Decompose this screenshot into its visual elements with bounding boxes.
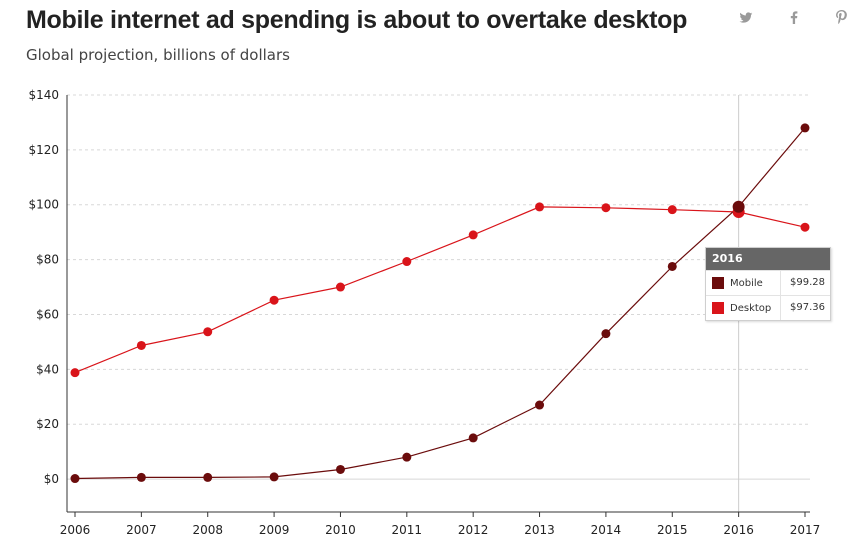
x-tick-label: 2017 xyxy=(790,523,821,537)
desktop-point[interactable] xyxy=(335,282,345,292)
mobile-point[interactable] xyxy=(667,261,677,271)
y-tick-label: $140 xyxy=(28,88,59,102)
mobile-point[interactable] xyxy=(136,472,146,482)
tooltip-series-name: Desktop xyxy=(730,302,772,314)
tooltip-series-value: $97.36 xyxy=(780,296,830,320)
x-tick-label: 2016 xyxy=(723,523,754,537)
mobile-point[interactable] xyxy=(732,200,745,213)
mobile-point[interactable] xyxy=(269,472,279,482)
desktop-point[interactable] xyxy=(800,222,810,232)
y-tick-label: $0 xyxy=(44,472,59,486)
x-tick-label: 2013 xyxy=(524,523,555,537)
mobile-swatch xyxy=(712,277,724,289)
mobile-point[interactable] xyxy=(468,433,478,443)
x-tick-label: 2007 xyxy=(126,523,157,537)
x-tick-label: 2015 xyxy=(657,523,688,537)
facebook-icon[interactable] xyxy=(790,10,798,28)
mobile-line xyxy=(74,127,806,480)
desktop-line xyxy=(74,206,806,374)
gridlines xyxy=(67,94,810,512)
tooltip-row-mobile: Mobile $99.28 xyxy=(706,270,830,295)
axes: $0 $20 $40 $60 $80 $100 $120 $140 2006 2007 2008 20… xyxy=(28,88,820,537)
desktop-point[interactable] xyxy=(269,295,279,305)
tooltip-row-desktop: Desktop $97.36 xyxy=(706,295,830,320)
desktop-swatch xyxy=(712,302,724,314)
mobile-point[interactable] xyxy=(402,452,412,462)
tooltip-series-name: Mobile xyxy=(730,277,763,289)
y-tick-label: $80 xyxy=(36,253,59,267)
mobile-point[interactable] xyxy=(535,400,545,410)
desktop-point[interactable] xyxy=(468,230,478,240)
mobile-point[interactable] xyxy=(800,123,810,133)
y-tick-label: $100 xyxy=(28,198,59,212)
y-tick-label: $20 xyxy=(36,417,59,431)
y-tick-label: $120 xyxy=(28,143,59,157)
x-tick-label: 2014 xyxy=(591,523,622,537)
chart-title: Mobile internet ad spending is about to … xyxy=(26,6,688,34)
desktop-point[interactable] xyxy=(601,203,611,213)
desktop-point[interactable] xyxy=(203,327,213,337)
twitter-icon[interactable] xyxy=(739,10,753,28)
tooltip-year: 2016 xyxy=(706,248,830,270)
x-tick-label: 2012 xyxy=(458,523,489,537)
x-tick-label: 2008 xyxy=(192,523,223,537)
mobile-point[interactable] xyxy=(203,472,213,482)
y-tick-label: $60 xyxy=(36,307,59,321)
chart-subtitle: Global projection, billions of dollars xyxy=(26,46,290,64)
series-lines xyxy=(74,127,806,480)
desktop-point[interactable] xyxy=(136,340,146,350)
pinterest-icon[interactable] xyxy=(836,10,847,28)
y-tick-label: $40 xyxy=(36,362,59,376)
tooltip-series-value: $99.28 xyxy=(780,271,830,295)
mobile-point[interactable] xyxy=(601,329,611,339)
desktop-point[interactable] xyxy=(402,257,412,267)
mobile-point[interactable] xyxy=(335,464,345,474)
desktop-point[interactable] xyxy=(70,368,80,378)
desktop-point[interactable] xyxy=(667,205,677,215)
chart-tooltip: 2016 Mobile $99.28 Desktop $97.36 xyxy=(705,247,831,321)
mobile-point[interactable] xyxy=(70,474,80,484)
x-tick-label: 2009 xyxy=(259,523,290,537)
x-tick-label: 2006 xyxy=(60,523,91,537)
desktop-point[interactable] xyxy=(535,202,545,212)
x-tick-label: 2010 xyxy=(325,523,356,537)
x-tick-label: 2011 xyxy=(392,523,423,537)
data-points[interactable] xyxy=(70,123,810,484)
